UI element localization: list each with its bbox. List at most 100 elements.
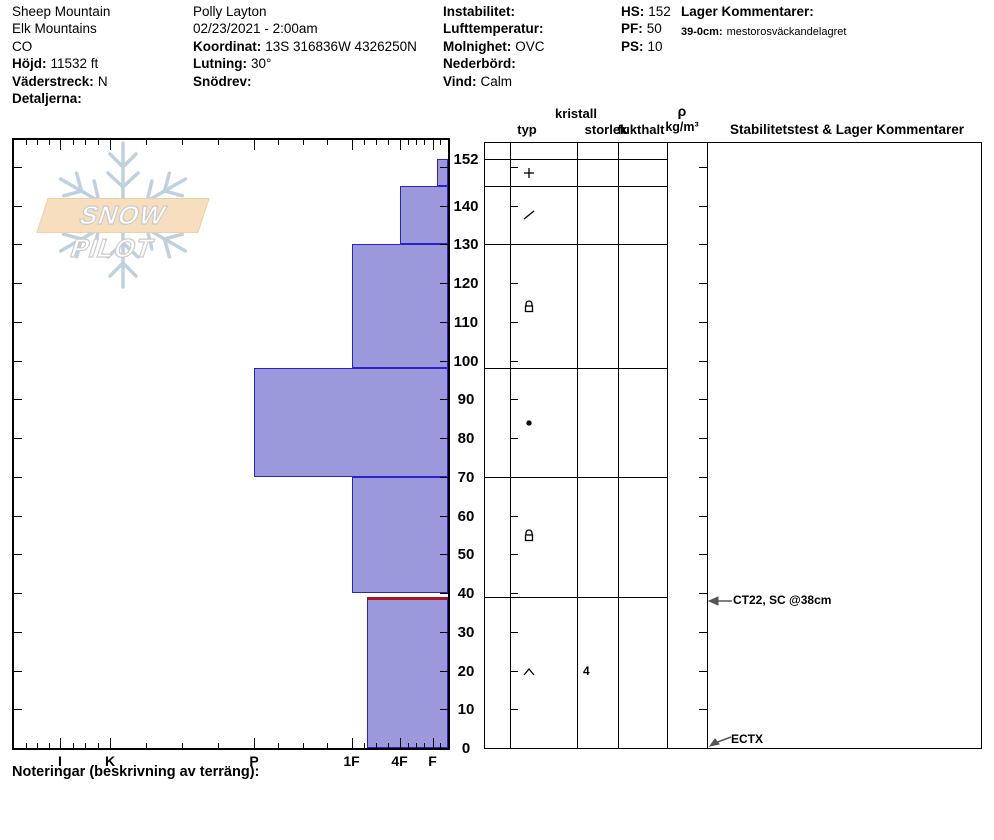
aspect-row: Väderstreck: N	[12, 74, 108, 90]
table-depth-tick-density	[699, 283, 707, 284]
sky-row: Molnighet: OVC	[443, 39, 545, 55]
hardness-tick-top	[60, 140, 61, 150]
table-depth-tick-density	[699, 670, 707, 672]
depth-tick-right	[440, 709, 448, 711]
hardness-tick-top	[254, 140, 255, 150]
depth-tick-label: 120	[453, 275, 479, 292]
depth-tick-label: 110	[453, 313, 479, 331]
hardness-tick-top	[399, 140, 401, 150]
hardness-minor-tick-top	[363, 140, 365, 145]
table-depth-tick-type	[510, 670, 518, 672]
hardness-bar-layer-70-40	[351, 476, 448, 593]
hardness-bar-layer-152-145	[437, 159, 448, 187]
col-header-crystal-1: kristall	[555, 106, 597, 121]
hardness-minor-tick-top	[48, 140, 50, 145]
depth-tick-label: 152	[453, 151, 479, 168]
depth-tick-left	[14, 438, 22, 439]
precip-row: Nederbörd:	[443, 56, 516, 72]
observer-name: Polly Layton	[193, 4, 267, 19]
depth-tick-label: 50	[457, 546, 475, 564]
pf-row: PF: 50	[621, 21, 662, 37]
hardness-tick-label: 4F	[391, 753, 408, 769]
hardness-minor-tick-bottom	[72, 743, 74, 748]
hardness-minor-tick-top	[387, 140, 389, 145]
depth-tick-left	[14, 166, 22, 168]
test-annotation: ECTX	[731, 732, 764, 746]
col-header-stability: Stabilitetstest & Lager Kommentarer	[730, 122, 965, 137]
depth-tick-left	[14, 709, 22, 711]
depth-tick-label: 130	[453, 236, 479, 254]
hardness-minor-tick-top	[182, 140, 183, 145]
depth-tick-right	[440, 438, 448, 439]
table-top-border	[484, 142, 981, 143]
hardness-minor-tick-bottom	[146, 743, 147, 748]
table-depth-tick-density	[699, 399, 707, 401]
table-depth-tick-type	[510, 360, 518, 362]
table-vline	[577, 142, 578, 748]
notes-label: Noteringar (beskrivning av terräng):	[12, 764, 260, 780]
hardness-minor-tick-bottom	[387, 743, 389, 748]
table-depth-tick-density	[699, 244, 707, 246]
hardness-minor-tick-bottom	[182, 743, 183, 748]
depth-tick-left	[14, 631, 22, 633]
col-header-density-1: ρ	[677, 103, 687, 119]
table-depth-tick-density	[699, 709, 707, 711]
hardness-tick-bottom	[399, 738, 401, 748]
hardness-minor-tick-bottom	[440, 743, 442, 748]
col-header-density-2: kg/m³	[665, 120, 699, 134]
hardness-minor-tick-top	[424, 140, 426, 145]
table-depth-tick-density	[699, 205, 707, 207]
table-depth-tick-density	[699, 631, 707, 633]
sky-value: OVC	[515, 39, 545, 54]
table-depth-tick-type	[510, 438, 518, 439]
hardness-bar-layer-145-130	[399, 186, 448, 245]
location-state: CO	[12, 39, 33, 54]
hardness-minor-tick-top	[97, 140, 99, 145]
aspect-value: N	[97, 74, 108, 89]
col-header-crystal-2: storlek	[584, 122, 628, 137]
hardness-minor-tick-top	[327, 140, 329, 145]
hardness-minor-tick-top	[278, 140, 280, 145]
wind-label: Vind:	[443, 74, 477, 89]
table-row-line	[484, 476, 667, 478]
instability-row: Instabilitet:	[443, 4, 515, 20]
depth-tick-left	[14, 593, 22, 594]
depth-tick-label: 0	[461, 740, 471, 757]
depth-tick-left	[14, 244, 22, 246]
hardness-minor-tick-bottom	[85, 743, 86, 748]
table-vline	[618, 142, 619, 748]
depth-tick-label: 40	[457, 585, 475, 602]
details-row: Detaljerna:	[12, 91, 82, 107]
hardness-minor-tick-bottom	[375, 743, 377, 748]
depth-tick-label: 70	[457, 468, 475, 486]
depth-tick-label: 60	[457, 507, 475, 525]
location-name: Sheep Mountain	[12, 4, 111, 19]
grain-symbol-FCxr	[522, 528, 536, 542]
depth-tick-left	[14, 399, 22, 401]
table-depth-tick-type	[510, 399, 518, 401]
slope-value: 30°	[250, 56, 272, 71]
depth-tick-right	[440, 283, 448, 284]
slope-row: Lutning: 30°	[193, 56, 271, 72]
table-depth-tick-type	[510, 593, 518, 594]
hardness-minor-tick-top	[72, 140, 74, 145]
depth-tick-left	[14, 515, 22, 517]
depth-tick-right	[440, 554, 448, 556]
depth-tick-right	[440, 670, 448, 672]
table-vline	[707, 142, 708, 748]
table-depth-tick-density	[699, 554, 707, 556]
test-arrow-icon	[708, 734, 733, 748]
table-depth-tick-density	[699, 166, 707, 168]
depth-tick-right	[440, 476, 448, 478]
ps-value: 10	[647, 39, 663, 54]
depth-tick-label: 140	[453, 197, 479, 215]
elevation-label: Höjd:	[12, 56, 47, 71]
table-vline	[981, 142, 982, 748]
hardness-minor-tick-bottom	[25, 743, 27, 748]
depth-tick-left	[14, 283, 22, 284]
grain-symbol-DF	[522, 208, 536, 222]
drift-row: Snödrev:	[193, 74, 252, 90]
drift-label: Snödrev:	[193, 74, 252, 89]
test-arrow-icon	[707, 594, 732, 608]
